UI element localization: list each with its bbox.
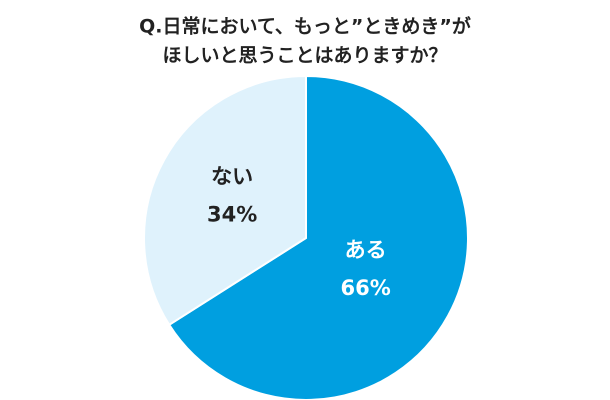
pie-slice <box>167 74 469 400</box>
slice-label: ない <box>211 164 253 188</box>
value-label: 34% <box>207 202 257 226</box>
slice-label: ある <box>345 238 387 262</box>
chart-title: Q.日常において、もっと”ときめき”が <box>139 15 471 38</box>
chart-title: ほしいと思うことはありますか？ <box>162 45 447 67</box>
value-label: 66% <box>340 276 390 300</box>
pie-slice <box>143 74 307 327</box>
